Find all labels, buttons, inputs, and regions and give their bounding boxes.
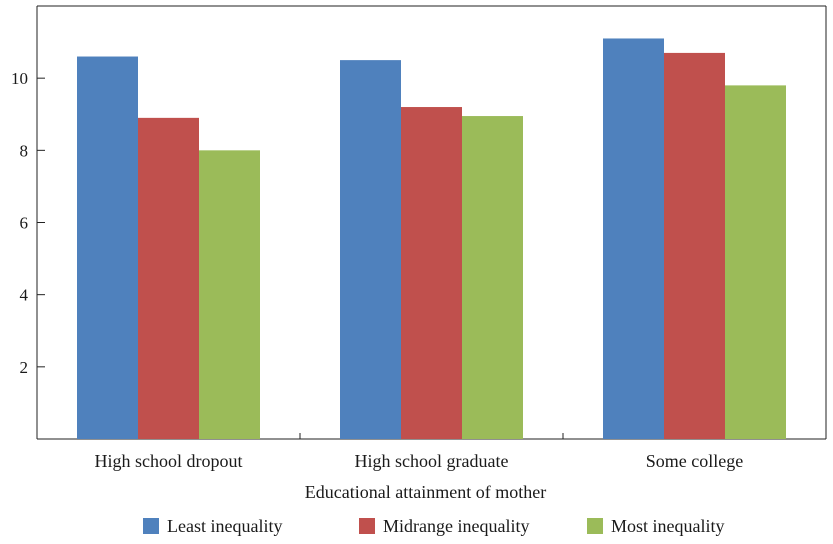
legend-item: Midrange inequality	[359, 516, 529, 536]
bar	[77, 56, 138, 440]
legend-swatch	[587, 518, 603, 534]
bar	[462, 116, 523, 439]
y-tick-label: 4	[20, 286, 29, 305]
bars	[77, 38, 786, 440]
x-tick-label: Some college	[646, 451, 743, 471]
legend-label: Midrange inequality	[383, 516, 529, 536]
bar	[340, 60, 401, 439]
y-tick-label: 10	[11, 69, 28, 88]
legend-label: Most inequality	[611, 516, 725, 536]
legend-item: Least inequality	[143, 516, 282, 536]
bar	[603, 38, 664, 439]
x-axis-title: Educational attainment of mother	[305, 482, 546, 502]
bar	[138, 117, 199, 439]
legend-item: Most inequality	[587, 516, 725, 536]
x-axis: High school dropout High school graduate S…	[95, 433, 743, 471]
bar	[664, 52, 725, 440]
legend-label: Least inequality	[167, 516, 282, 536]
y-tick-label: 2	[20, 358, 29, 377]
legend-swatch	[359, 518, 375, 534]
y-tick-label: 8	[20, 141, 29, 160]
y-tick-label: 6	[20, 214, 29, 233]
y-axis: 2 4 6 8 10	[11, 69, 45, 377]
bar	[199, 150, 260, 440]
legend: Least inequality Midrange inequality Most …	[143, 516, 725, 536]
bar	[725, 85, 786, 439]
bar	[401, 107, 462, 440]
x-tick-label: High school dropout	[95, 451, 243, 471]
x-tick-label: High school graduate	[355, 451, 509, 471]
legend-swatch	[143, 518, 159, 534]
